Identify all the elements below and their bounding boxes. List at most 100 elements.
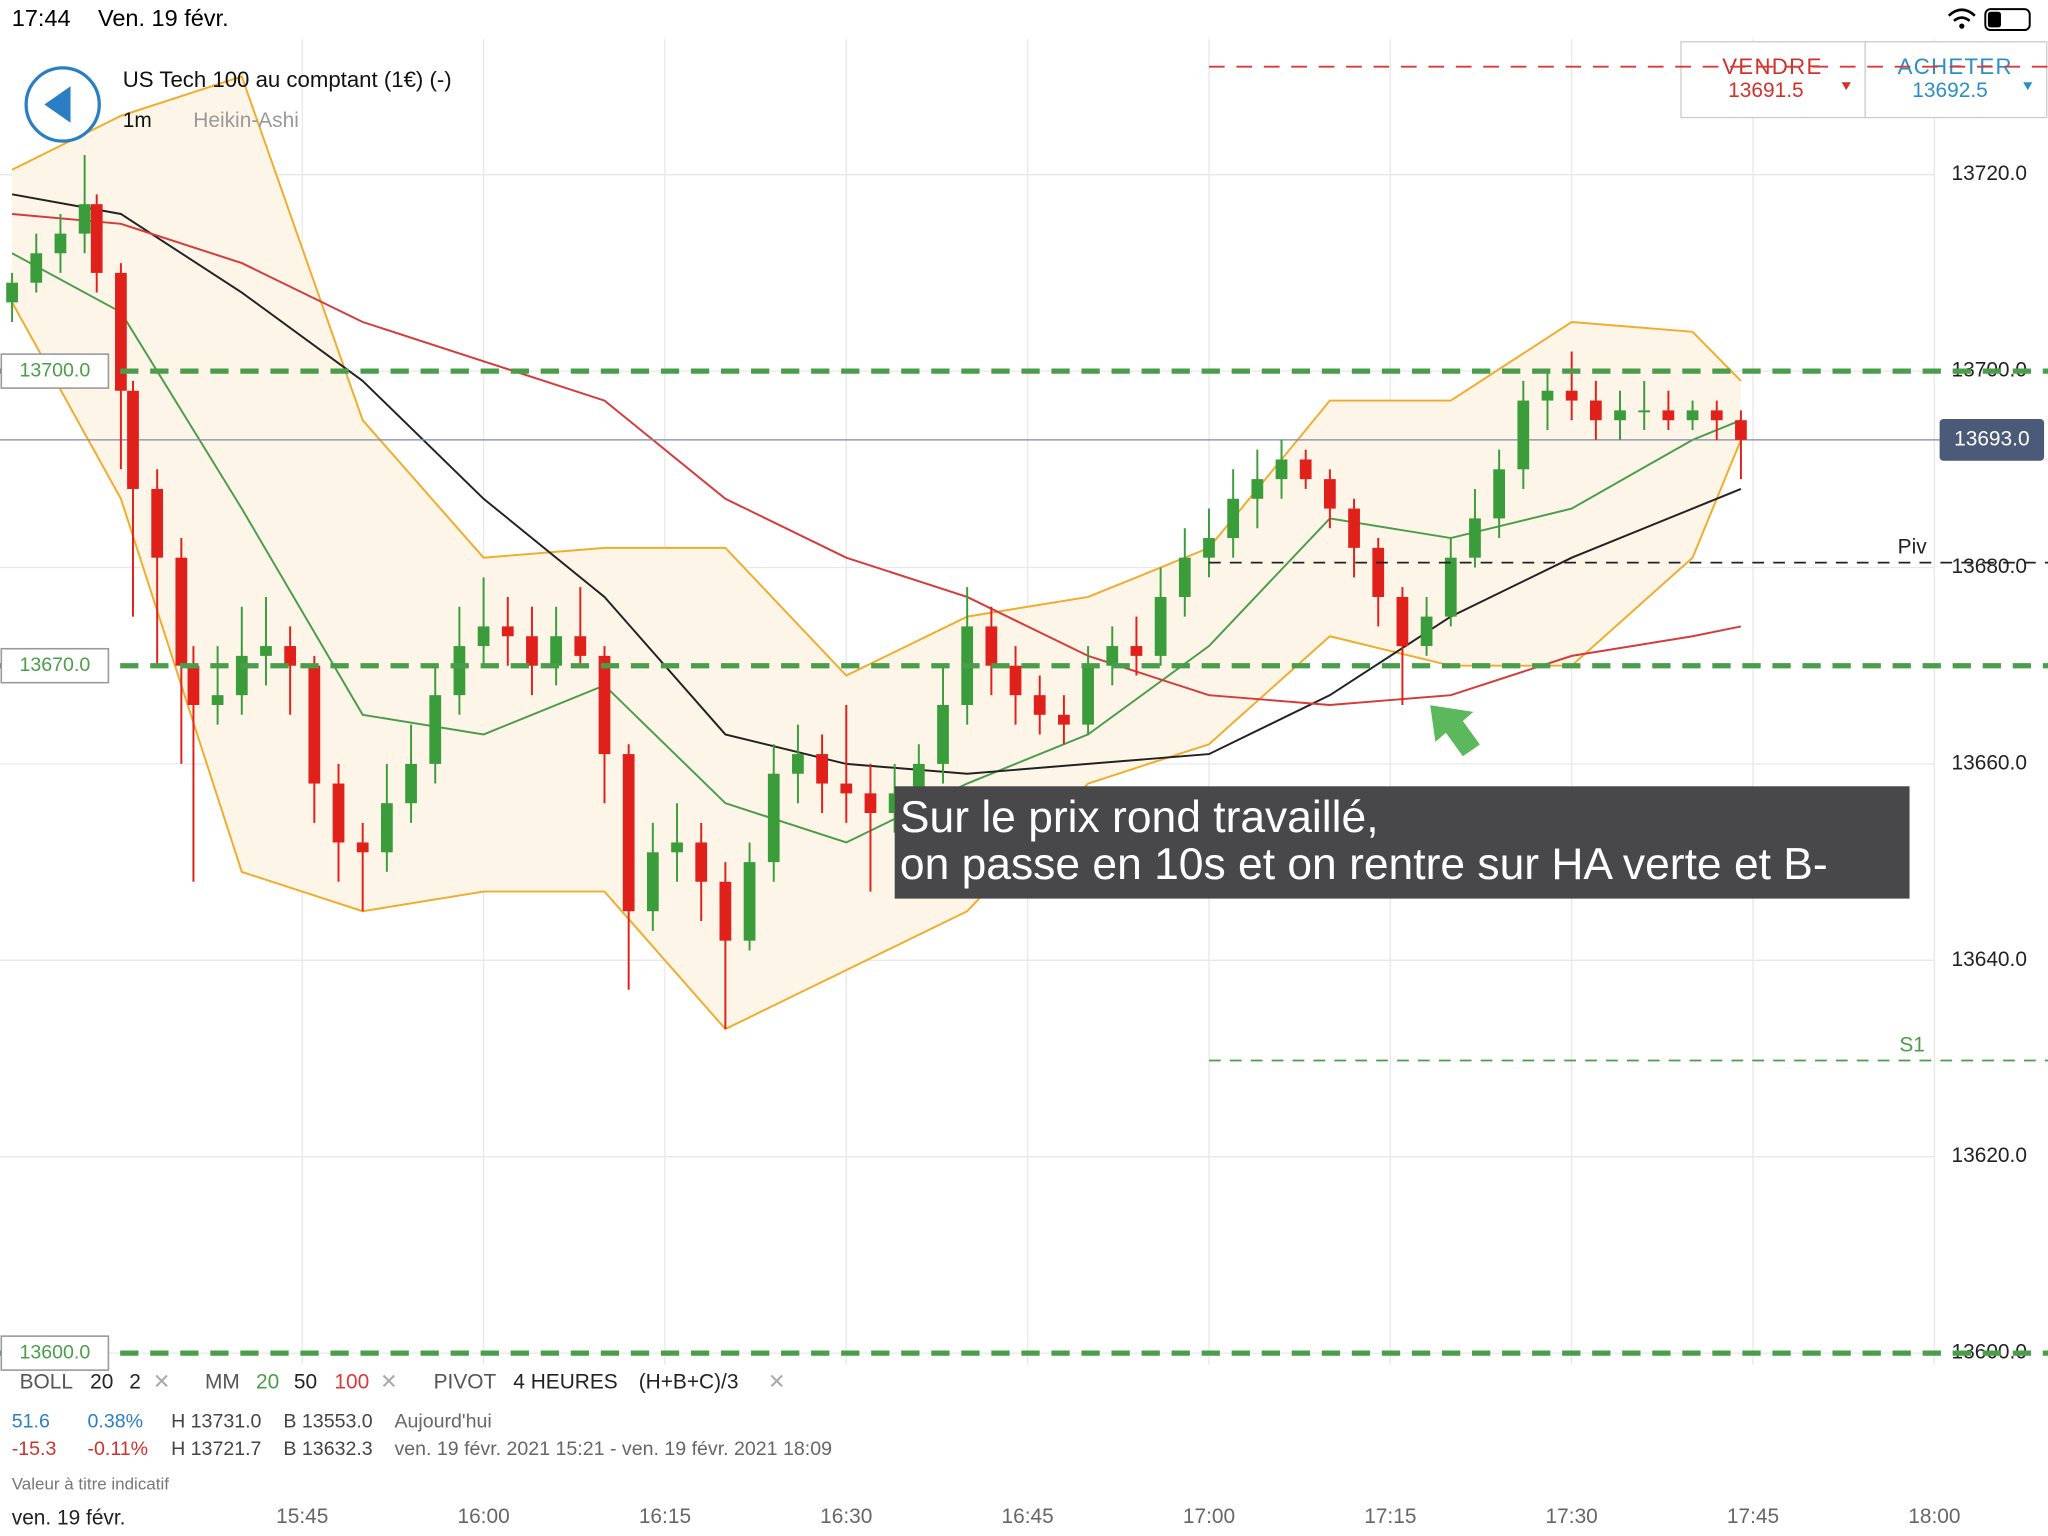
candle-body (1299, 459, 1312, 480)
candle-body (792, 754, 804, 774)
candle-body (429, 695, 442, 764)
candle-body (1178, 557, 1191, 597)
level-label: Piv (1898, 536, 1928, 559)
candle-body (78, 204, 91, 234)
chart-style[interactable]: Heikin-Ashi (193, 109, 299, 132)
candle-body (598, 655, 611, 755)
buy-caret (2023, 82, 2033, 91)
buy-button[interactable] (1864, 41, 2048, 119)
candle-body (1130, 646, 1143, 656)
candle-body (937, 704, 949, 764)
candle-body (864, 793, 877, 814)
change-pct: -0.11% (88, 1438, 149, 1460)
legend-item[interactable]: PIVOT (434, 1371, 497, 1394)
indicator-line (12, 213, 1742, 706)
candle-body (912, 763, 925, 794)
wifi-icon (1947, 8, 1976, 22)
candle-body (1251, 479, 1264, 499)
legend-item: 50 (294, 1371, 317, 1394)
legend-item: (H+B+C)/3 (639, 1371, 739, 1394)
candle-body (332, 783, 345, 843)
level-label: 13670.0 (19, 654, 90, 676)
bollinger-fill (12, 76, 1741, 1030)
annotation-text: on passe en 10s et on rentre sur HA vert… (900, 840, 1828, 889)
candle-body (211, 695, 224, 705)
buy-price: 13692.5 (1912, 79, 1987, 102)
candle-body (1275, 459, 1288, 480)
legend-item[interactable]: BOLL (20, 1371, 73, 1394)
remove-icon[interactable]: ✕ (153, 1371, 171, 1394)
candle-body (501, 626, 514, 637)
annotation-box (894, 786, 1910, 899)
candle-body (187, 665, 200, 705)
candle-body (127, 390, 139, 489)
current-price-box (1939, 418, 2045, 461)
x-tick-label: 17:45 (1727, 1505, 1779, 1528)
high: H 13731.0 (171, 1411, 261, 1433)
candle-body (175, 557, 188, 666)
status-date: Ven. 19 févr. (98, 5, 229, 31)
y-tick-label: 13660.0 (1951, 751, 2026, 774)
candle-body (453, 646, 466, 696)
x-tick-label: 16:45 (1002, 1505, 1054, 1528)
candle-body (550, 636, 563, 666)
interval[interactable]: 1m (123, 109, 152, 132)
level-label-box (0, 1335, 110, 1371)
candle-body (1203, 538, 1215, 558)
legend-item[interactable]: MM (205, 1371, 240, 1394)
candle-body (695, 842, 708, 882)
back-icon (44, 86, 71, 123)
candle-body (1735, 420, 1747, 440)
sell-price: 13691.5 (1728, 79, 1803, 102)
candle-body (1469, 518, 1481, 558)
candle-body (1589, 400, 1602, 421)
level-label: 13700.0 (19, 359, 90, 381)
candle-body (743, 862, 756, 941)
candle-body (356, 842, 369, 853)
level-label: S1 (1899, 1034, 1925, 1057)
y-tick-label: 13680.0 (1951, 555, 2026, 578)
candle-body (284, 646, 297, 666)
candle-body (1154, 596, 1167, 656)
candle-body (1517, 400, 1530, 470)
candle-body (1541, 390, 1554, 401)
remove-icon[interactable]: ✕ (768, 1371, 786, 1394)
low: B 13553.0 (283, 1411, 372, 1433)
candle-body (1662, 410, 1675, 421)
candle-body (1444, 557, 1457, 617)
candle-body (235, 655, 248, 696)
candle-body (1082, 665, 1094, 725)
candle-body (671, 842, 683, 853)
remove-icon[interactable]: ✕ (380, 1371, 398, 1394)
axis-date: ven. 19 févr. (12, 1507, 126, 1530)
legend-item: 100 (334, 1371, 369, 1394)
candle-body (622, 754, 635, 912)
candle-body (1710, 410, 1723, 421)
x-tick-label: 16:15 (639, 1505, 691, 1528)
candle-body (574, 636, 587, 656)
candle-body (646, 852, 659, 912)
legend-item: 20 (256, 1371, 279, 1394)
x-tick-label: 16:30 (820, 1505, 872, 1528)
indicator-line (11, 75, 1742, 677)
candle-body (1565, 390, 1578, 401)
candle-body (1106, 646, 1119, 666)
overlay: Sur le prix rond travaillé, on passe en … (0, 5, 2048, 1536)
legend-bg (0, 1366, 1935, 1504)
candle-body (719, 881, 732, 941)
candle-body (1420, 616, 1433, 647)
candle-body (30, 253, 43, 283)
change: 51.6 (12, 1411, 50, 1433)
level-label-box (0, 353, 110, 389)
candle-body (888, 793, 901, 814)
candle-body (151, 488, 164, 558)
level-label-box (0, 647, 110, 684)
sell-button[interactable] (1680, 41, 1866, 119)
battery-level (1987, 11, 2001, 28)
plot-area: 13720.0 13700.0 13680.0 13660.0 13640.0 13620… (0, 39, 2045, 1365)
change: -15.3 (12, 1438, 57, 1460)
y-tick-label: 13640.0 (1951, 948, 2026, 971)
annotation-text: Sur le prix rond travaillé, (900, 793, 1379, 842)
x-tick-label: 17:15 (1364, 1505, 1416, 1528)
disclaimer: Valeur à titre indicatif (12, 1475, 169, 1494)
